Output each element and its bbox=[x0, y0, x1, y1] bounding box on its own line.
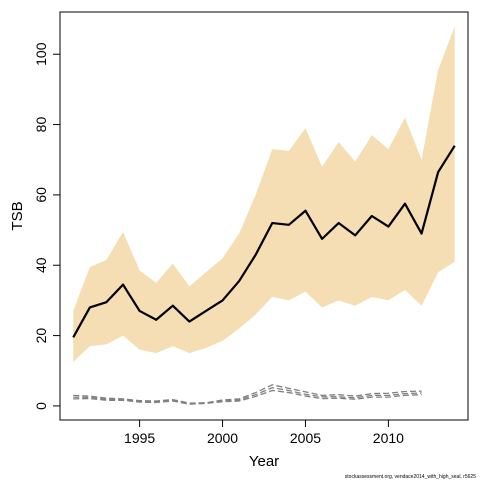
tsb-estimate-line bbox=[72, 145, 456, 338]
retro-line-3 bbox=[73, 389, 422, 405]
y-tick-label-60: 60 bbox=[33, 187, 49, 203]
y-axis: 0 20 40 60 80 100 bbox=[33, 42, 60, 410]
x-tick-label-1995: 1995 bbox=[124, 430, 155, 446]
plot-layer bbox=[72, 26, 456, 405]
x-axis-label: Year bbox=[249, 453, 279, 470]
x-tick-label-2010: 2010 bbox=[373, 430, 404, 446]
x-tick-label-2005: 2005 bbox=[290, 430, 321, 446]
y-tick-label-80: 80 bbox=[33, 117, 49, 133]
y-tick-label-100: 100 bbox=[33, 42, 49, 66]
y-tick-label-20: 20 bbox=[33, 328, 49, 344]
confidence-band bbox=[73, 26, 455, 362]
source-footnote: stockassessment.org, vendace2014_with_hi… bbox=[345, 474, 476, 480]
x-axis: 1995 2000 2005 2010 bbox=[124, 420, 404, 446]
x-tick-label-2000: 2000 bbox=[207, 430, 238, 446]
retro-line-1 bbox=[73, 384, 422, 404]
y-tick-label-0: 0 bbox=[33, 402, 49, 410]
y-axis-label: TSB bbox=[9, 201, 26, 230]
y-tick-label-40: 40 bbox=[33, 257, 49, 273]
retro-line-2 bbox=[73, 386, 422, 405]
plot-frame bbox=[59, 11, 469, 421]
